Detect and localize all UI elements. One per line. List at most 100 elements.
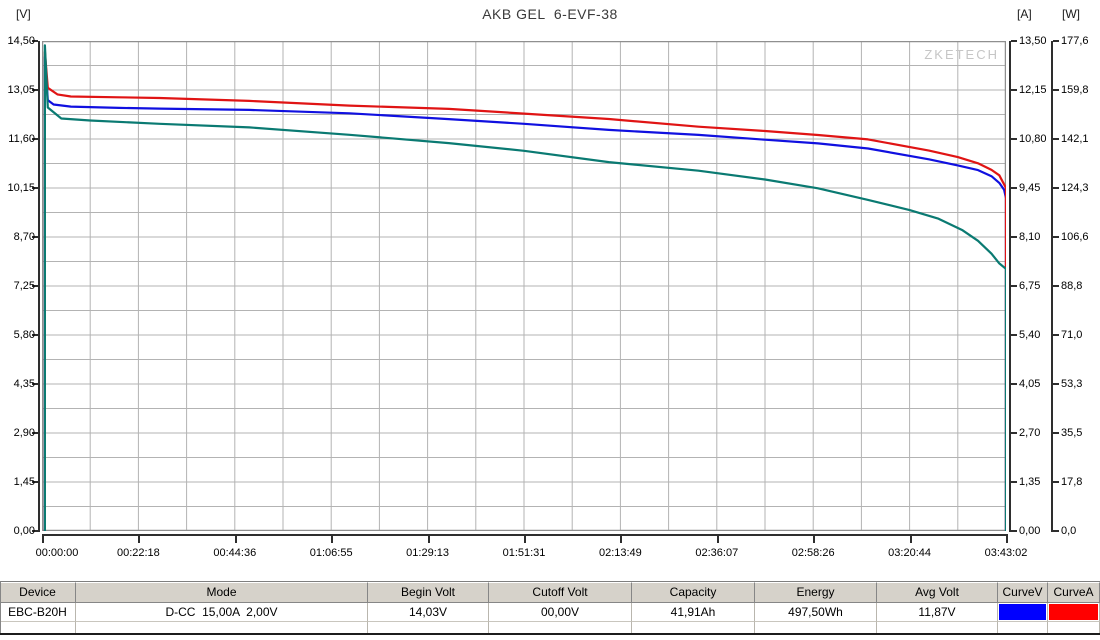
table-header-row: Device Mode Begin Volt Cutoff Volt Capac…	[0, 582, 1100, 603]
table-left-border	[0, 581, 1, 633]
x-axis-tick	[331, 536, 334, 543]
header-capacity: Capacity	[632, 582, 755, 603]
v-axis-tick	[32, 40, 38, 42]
table-value-row: EBC-B20H D-CC 15,00A 2,00V 14,03V 00,00V…	[0, 603, 1100, 622]
header-curve-v: CurveV	[998, 582, 1048, 603]
x-axis-tick	[138, 536, 141, 543]
v-axis-tick	[32, 236, 38, 238]
v-axis-tick-label: 0,00	[13, 525, 35, 537]
table-empty-row	[0, 622, 1100, 633]
value-device: EBC-B20H	[0, 603, 76, 622]
v-axis-tick	[32, 432, 38, 434]
a-axis-tick	[1011, 89, 1017, 91]
a-axis-tick-label: 10,80	[1019, 133, 1047, 145]
table-bottom-border	[0, 633, 1100, 635]
w-axis-tick-label: 88,8	[1061, 280, 1083, 292]
v-axis-tick	[32, 334, 38, 336]
a-axis-line	[1009, 41, 1011, 532]
x-axis-tick-label: 02:13:49	[598, 547, 642, 559]
header-cutoff-volt: Cutoff Volt	[489, 582, 632, 603]
a-axis-tick	[1011, 530, 1017, 532]
w-axis-tick	[1053, 89, 1059, 91]
discharge-curves-chart	[42, 41, 1006, 531]
a-axis-unit-label: [A]	[1017, 7, 1032, 21]
v-axis-tick-label: 13,05	[7, 84, 35, 96]
plot-area: ZKETECH	[42, 41, 1006, 531]
a-axis-tick-label: 0,00	[1019, 525, 1041, 537]
w-axis-unit-label: [W]	[1062, 7, 1080, 21]
w-axis-tick-label: 35,5	[1061, 427, 1083, 439]
v-axis-tick-label: 5,80	[13, 329, 35, 341]
a-axis-tick-label: 5,40	[1019, 329, 1041, 341]
table-top-border	[0, 581, 1100, 582]
v-axis-tick-label: 1,45	[13, 476, 35, 488]
v-axis-tick	[32, 138, 38, 140]
x-axis-tick-label: 00:44:36	[213, 547, 257, 559]
x-axis-tick-label: 03:43:02	[984, 547, 1028, 559]
v-axis-tick-label: 11,60	[8, 133, 35, 145]
x-axis-line	[42, 534, 1008, 536]
watermark: ZKETECH	[924, 47, 999, 62]
header-begin-volt: Begin Volt	[368, 582, 489, 603]
w-axis-tick-label: 0,0	[1061, 525, 1077, 537]
v-axis-tick-label: 8,70	[13, 231, 35, 243]
curve-a-swatch-cell	[1048, 603, 1100, 622]
v-axis-tick-label: 7,25	[13, 280, 35, 292]
x-axis-tick-label: 01:29:13	[406, 547, 449, 559]
curve-v-color-swatch	[999, 604, 1046, 620]
a-axis-tick	[1011, 481, 1017, 483]
series-A	[43, 50, 1006, 531]
x-axis-tick-label: 02:36:07	[695, 547, 739, 559]
series-V	[43, 55, 1006, 531]
curve-v-swatch-cell	[998, 603, 1048, 622]
w-axis-tick-label: 124,3	[1061, 182, 1089, 194]
w-axis-tick	[1053, 530, 1059, 532]
curve-a-color-swatch	[1049, 604, 1098, 620]
x-axis-tick-label: 02:58:26	[791, 547, 835, 559]
x-axis-tick-label: 00:00:00	[35, 547, 79, 559]
x-axis-tick	[234, 536, 237, 543]
x-axis-tick	[427, 536, 430, 543]
value-cutoff-volt: 00,00V	[489, 603, 632, 622]
v-axis-line	[38, 41, 40, 532]
w-axis-tick	[1053, 40, 1059, 42]
w-axis-tick	[1053, 334, 1059, 336]
w-axis-tick	[1053, 236, 1059, 238]
a-axis-tick	[1011, 187, 1017, 189]
w-axis-tick-label: 71,0	[1061, 329, 1083, 341]
x-axis-tick-label: 01:51:31	[502, 547, 546, 559]
a-axis-tick-label: 8,10	[1019, 231, 1041, 243]
a-axis-tick-label: 9,45	[1019, 182, 1041, 194]
a-axis-tick	[1011, 40, 1017, 42]
header-device: Device	[0, 582, 76, 603]
w-axis-tick-label: 53,3	[1061, 378, 1083, 390]
v-axis-tick	[32, 481, 38, 483]
value-avg-volt: 11,87V	[877, 603, 998, 622]
x-axis-tick-label: 03:20:44	[888, 547, 931, 559]
value-energy: 497,50Wh	[755, 603, 877, 622]
v-axis-tick	[32, 89, 38, 91]
a-axis-tick-label: 12,15	[1019, 84, 1047, 96]
a-axis-tick-label: 2,70	[1019, 427, 1041, 439]
v-axis-tick-label: 4,35	[13, 378, 35, 390]
a-axis-tick-label: 13,50	[1019, 35, 1047, 47]
x-axis-tick	[813, 536, 816, 543]
w-axis-tick-label: 159,8	[1061, 84, 1089, 96]
chart-title: AKB GEL 6-EVF-38	[482, 6, 618, 22]
w-axis-line	[1051, 41, 1053, 532]
a-axis-tick	[1011, 285, 1017, 287]
value-mode: D-CC 15,00A 2,00V	[76, 603, 368, 622]
value-capacity: 41,91Ah	[632, 603, 755, 622]
x-axis-tick	[716, 536, 719, 543]
x-axis-tick-label: 01:06:55	[309, 547, 353, 559]
x-axis-tick	[620, 536, 623, 543]
x-axis-tick	[42, 536, 44, 543]
a-axis-tick	[1011, 432, 1017, 434]
w-axis-tick-label: 177,6	[1061, 35, 1089, 47]
w-axis-tick	[1053, 481, 1059, 483]
series-W	[43, 44, 1006, 531]
w-axis-tick-label: 106,6	[1061, 231, 1089, 243]
a-axis-tick	[1011, 138, 1017, 140]
w-axis-tick	[1053, 432, 1059, 434]
